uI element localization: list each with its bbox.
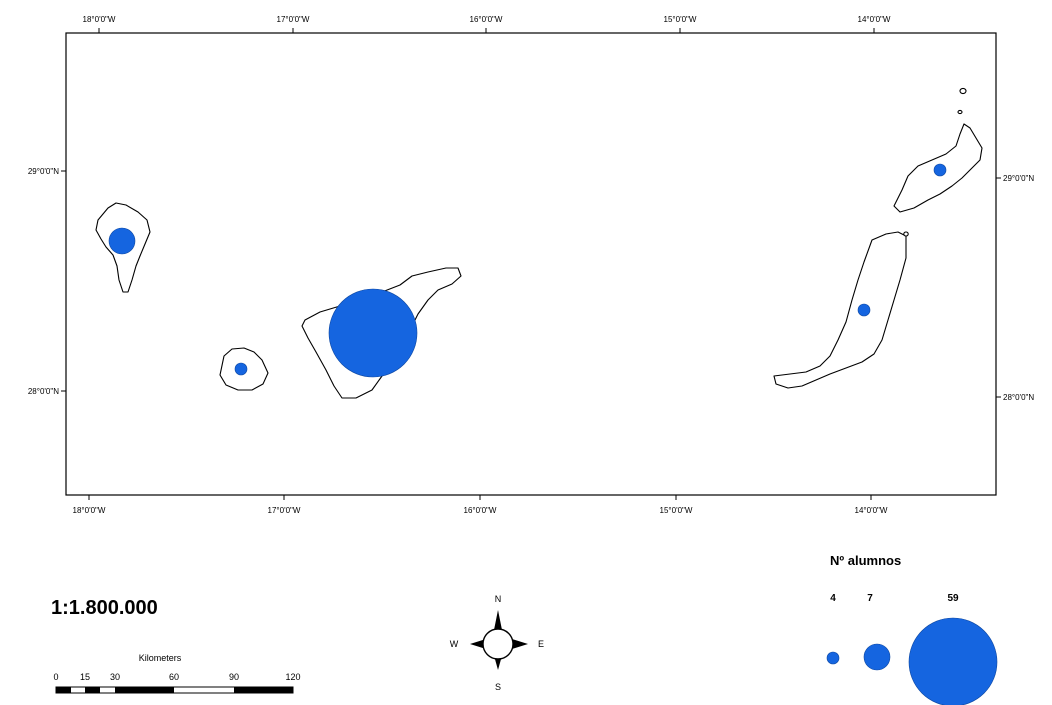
scale-bar: Kilometers 0 15 30 60 90 120 — [53, 653, 301, 694]
compass-east-label: E — [538, 639, 544, 649]
compass-east-arrow — [512, 639, 528, 649]
island-long-east — [773, 231, 907, 389]
top-longitude-label: 15°0'0"W — [664, 15, 697, 24]
bottom-longitude-axis: 18°0'0"W 17°0'0"W 16°0'0"W 15°0'0"W 14°0… — [73, 495, 888, 515]
scale-bar-segment — [115, 687, 174, 693]
scale-bar-segment — [85, 687, 100, 693]
right-latitude-label: 29°0'0"N — [1003, 174, 1034, 183]
compass-ring — [482, 628, 514, 660]
scale-bar-unit: Kilometers — [139, 653, 182, 663]
scale-bar-segment — [234, 687, 293, 693]
scale-bar-label: 90 — [229, 672, 239, 682]
scale-bar-label: 30 — [110, 672, 120, 682]
left-latitude-label: 29°0'0"N — [28, 167, 59, 176]
islet-small — [957, 109, 963, 115]
bottom-longitude-label: 14°0'0"W — [855, 506, 888, 515]
top-longitude-label: 14°0'0"W — [858, 15, 891, 24]
bottom-longitude-label: 18°0'0"W — [73, 506, 106, 515]
legend-value: 4 — [830, 593, 836, 604]
islet-east — [903, 231, 909, 237]
left-latitude-axis: 29°0'0"N 28°0'0"N — [28, 167, 66, 396]
legend-title: Nº alumnos — [830, 553, 902, 568]
symbol-northeast-island[interactable] — [933, 163, 947, 177]
scale-bar-label: 0 — [53, 672, 58, 682]
top-longitude-label: 17°0'0"W — [277, 15, 310, 24]
scale-bar-label: 60 — [169, 672, 179, 682]
bottom-longitude-label: 15°0'0"W — [660, 506, 693, 515]
compass-west-arrow — [470, 639, 486, 649]
left-latitude-label: 28°0'0"N — [28, 387, 59, 396]
symbol-west-island[interactable] — [108, 227, 136, 255]
legend-symbol-large — [908, 617, 998, 705]
map-frame — [65, 32, 997, 496]
islands — [95, 87, 983, 399]
top-longitude-label: 18°0'0"W — [83, 15, 116, 24]
scale-bar-segment — [56, 687, 71, 693]
symbol-small-southwest-island[interactable] — [234, 362, 248, 376]
right-latitude-axis: 29°0'0"N 28°0'0"N — [996, 174, 1034, 402]
bottom-longitude-label: 16°0'0"W — [464, 506, 497, 515]
symbol-long-east-island[interactable] — [857, 303, 871, 317]
scale-bar-label: 120 — [285, 672, 300, 682]
right-latitude-label: 28°0'0"N — [1003, 393, 1034, 402]
top-longitude-label: 16°0'0"W — [470, 15, 503, 24]
islet-north — [959, 87, 967, 95]
legend: 4 7 59 — [826, 593, 998, 705]
bottom-longitude-label: 17°0'0"W — [268, 506, 301, 515]
top-longitude-axis: 18°0'0"W 17°0'0"W 16°0'0"W 15°0'0"W 14°0… — [83, 15, 891, 33]
scale-bar-label: 15 — [80, 672, 90, 682]
legend-value: 7 — [867, 593, 873, 604]
legend-value: 59 — [947, 593, 959, 604]
legend-symbol-small — [826, 651, 840, 665]
compass-north-label: N — [495, 594, 502, 604]
map-scale-ratio: 1:1.800.000 — [51, 597, 158, 619]
symbol-central-large-island[interactable] — [328, 288, 418, 378]
proportional-symbols — [108, 163, 947, 378]
compass-west-label: W — [450, 639, 459, 649]
compass-south-label: S — [495, 682, 501, 692]
legend-symbol-medium — [863, 643, 891, 671]
compass-rose: N S W E — [450, 594, 544, 692]
